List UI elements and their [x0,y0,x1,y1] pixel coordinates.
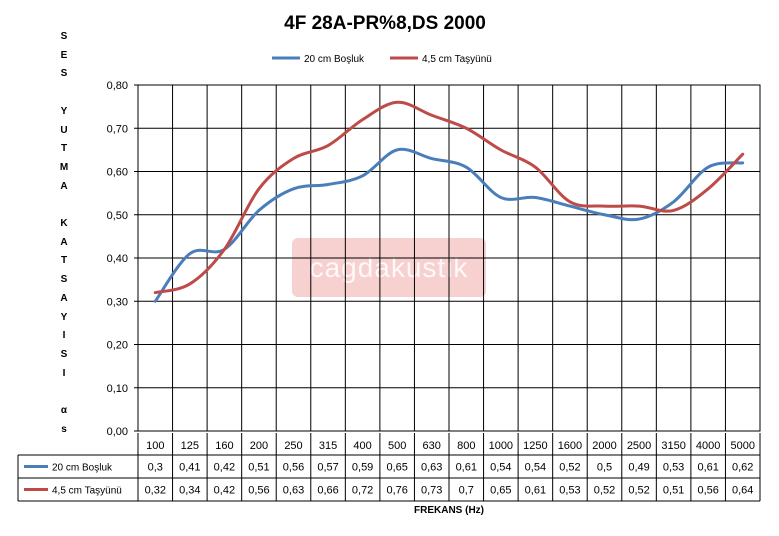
data-label: 0,59 [352,462,373,474]
data-label: 0,65 [386,462,407,474]
y-title-letter: Y [60,105,68,117]
data-label: 0,52 [628,485,649,497]
data-label: 0,56 [697,485,718,497]
data-label: 0,61 [456,462,477,474]
x-tick-label: 4000 [696,440,720,452]
x-tick-label: 125 [181,440,199,452]
y-title-letter: S [60,31,68,42]
y-tick-label: 0,80 [107,80,128,92]
data-label: 0,51 [248,462,269,474]
y-title-letter: S [60,274,68,286]
y-title-letter: A [60,236,68,248]
data-label: 0,73 [421,485,442,497]
x-tick-label: 5000 [730,440,754,452]
data-label: 0,49 [628,462,649,474]
data-label: 0,42 [214,485,235,497]
data-label: 0,5 [597,462,612,474]
y-title-letter: s [61,423,67,435]
y-title-letter: U [60,124,68,136]
data-label: 0,32 [145,485,166,497]
x-tick-label: 630 [423,440,441,452]
y-tick-label: 0,50 [107,210,128,222]
y-title-letter: I [62,330,66,342]
y-title-letter: A [60,180,68,192]
data-label: 0,76 [386,485,407,497]
x-tick-label: 315 [319,440,337,452]
y-title-letter: T [60,143,68,155]
data-label: 0,41 [179,462,200,474]
data-label: 0,52 [559,462,580,474]
data-label: 0,52 [594,485,615,497]
data-label: 0,34 [179,485,200,497]
y-tick-label: 0,60 [107,167,128,179]
x-tick-label: 500 [388,440,406,452]
data-label: 0,3 [148,462,163,474]
x-tick-label: 160 [215,440,233,452]
table-series-name: 20 cm Boşluk [52,463,113,474]
y-title-letter: K [60,218,68,230]
y-title-letter: E [60,49,68,61]
legend-label: 20 cm Boşluk [304,54,365,65]
y-tick-label: 0,00 [107,426,128,438]
data-label: 0,66 [317,485,338,497]
data-label: 0,72 [352,485,373,497]
y-title-letter: A [60,292,68,304]
y-title-letter: α [60,405,68,417]
y-title-letter: Y [60,311,68,323]
y-title-letter: T [60,255,68,267]
y-tick-label: 0,10 [107,383,128,395]
watermark: cagdakustik [292,238,486,297]
y-tick-label: 0,30 [107,296,128,308]
x-tick-label: 100 [146,440,164,452]
data-label: 0,57 [317,462,338,474]
data-label: 0,63 [283,485,304,497]
y-tick-label: 0,40 [107,253,128,265]
data-label: 0,62 [732,462,753,474]
data-label: 0,53 [663,462,684,474]
data-label: 0,51 [663,485,684,497]
data-label: 0,61 [525,485,546,497]
x-tick-label: 1600 [558,440,582,452]
x-tick-label: 1250 [523,440,547,452]
x-tick-label: 2000 [592,440,616,452]
data-label: 0,54 [525,462,546,474]
data-label: 0,56 [283,462,304,474]
y-tick-label: 0,70 [107,123,128,135]
x-tick-label: 800 [457,440,475,452]
x-tick-label: 2500 [627,440,651,452]
x-tick-label: 400 [353,440,371,452]
chart-title: 4F 28A-PR%8,DS 2000 [284,13,486,34]
y-title-letter: S [60,348,68,360]
y-title-letter: S [60,68,68,80]
data-label: 0,7 [459,485,474,497]
x-tick-label: 200 [250,440,268,452]
data-label: 0,64 [732,485,753,497]
series-line-2 [153,100,745,295]
y-title-letter: I [62,367,66,379]
data-label: 0,53 [559,485,580,497]
data-label: 0,61 [697,462,718,474]
series-line-1 [153,147,745,303]
x-axis-title: FREKANS (Hz) [414,505,484,516]
data-label: 0,63 [421,462,442,474]
y-title-letter: M [59,161,69,173]
data-label: 0,65 [490,485,511,497]
data-label: 0,54 [490,462,511,474]
x-tick-label: 250 [284,440,302,452]
y-tick-label: 0,20 [107,340,128,352]
table-series-name: 4,5 cm Taşyünü [52,486,122,497]
x-tick-label: 1000 [489,440,513,452]
data-label: 0,42 [214,462,235,474]
legend-label: 4,5 cm Taşyünü [422,54,492,65]
x-tick-label: 3150 [661,440,685,452]
data-label: 0,56 [248,485,269,497]
